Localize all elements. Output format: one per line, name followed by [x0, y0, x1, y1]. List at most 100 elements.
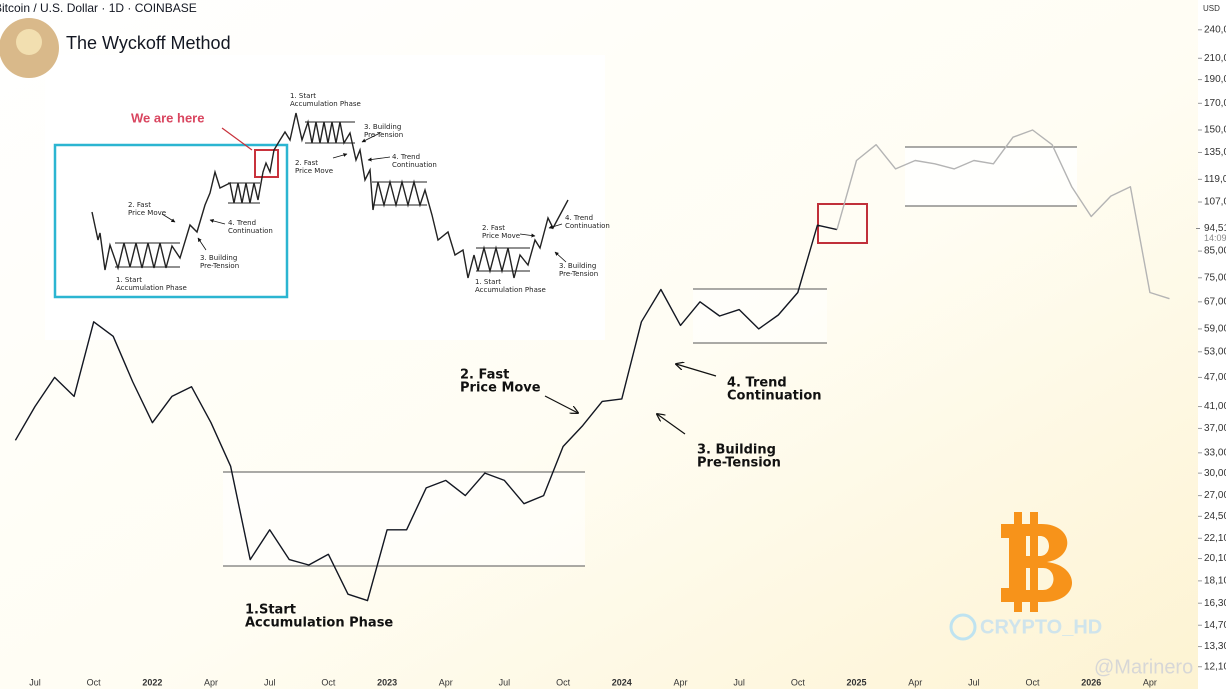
x-tick-label: Jul — [264, 677, 276, 687]
inset-label: 2. Fast — [128, 201, 151, 209]
x-tick-label: Jul — [968, 677, 980, 687]
symbol-header: Bitcoin / U.S. Dollar · 1D · COINBASE — [0, 1, 197, 15]
inset-label: 3. Building — [559, 262, 596, 270]
y-tick-label: 190,000 — [1204, 74, 1226, 85]
y-tick-label: 210,000 — [1204, 53, 1226, 64]
price-line — [14, 224, 838, 602]
watermark: CRYPTO_HD — [980, 616, 1102, 638]
x-tick-label: Oct — [1026, 677, 1041, 687]
y-tick-label: 47,000 — [1204, 372, 1226, 383]
x-tick-label: Oct — [556, 677, 571, 687]
y-tick-label: 22,100 — [1204, 533, 1226, 544]
y-tick-label: 20,100 — [1204, 553, 1226, 564]
inset-marker: We are here — [131, 110, 204, 125]
inset-label: Price Move — [295, 167, 333, 175]
inset-label: 4. Trend — [392, 153, 420, 161]
x-tick-label: Apr — [908, 677, 922, 687]
x-tick-label: Oct — [321, 677, 336, 687]
y-tick-label: 107,000 — [1204, 197, 1226, 208]
inset-bands — [115, 121, 530, 272]
bitcoin-logo — [1001, 512, 1073, 612]
inset-label: Price Move — [482, 232, 520, 240]
inset-label: 1. Start — [290, 92, 316, 100]
y-tick-label: 37,000 — [1204, 423, 1226, 434]
inset-label: Accumulation Phase — [290, 100, 361, 108]
annotation: Price Move — [460, 381, 541, 396]
inset-label: Pre-Tension — [559, 270, 598, 278]
last-price-label: 94,510 — [1204, 223, 1226, 234]
annotation: Accumulation Phase — [245, 616, 393, 631]
title: The Wyckoff Method — [66, 33, 231, 53]
inset-label: 4. Trend — [228, 219, 256, 227]
x-tick-label: Apr — [204, 677, 218, 687]
axis-unit: USD — [1203, 4, 1220, 13]
inset-label: 3. Building — [200, 254, 237, 262]
range-box — [905, 147, 1077, 206]
y-tick-label: 240,000 — [1204, 24, 1226, 35]
y-tick-label: 30,000 — [1204, 468, 1226, 479]
range-box — [223, 472, 585, 566]
y-tick-label: 170,000 — [1204, 98, 1226, 109]
x-tick-label: Jul — [733, 677, 745, 687]
inset-arrows — [161, 132, 567, 263]
y-tick-label: 13,300 — [1204, 641, 1226, 652]
y-tick-label: 59,000 — [1204, 324, 1226, 335]
arrow — [544, 395, 578, 413]
inset-label: 4. Trend — [565, 214, 593, 222]
x-tick-label: 2026 — [1081, 677, 1101, 687]
y-tick-label: 18,100 — [1204, 576, 1226, 587]
y-tick-label: 12,100 — [1204, 661, 1226, 672]
arrow — [676, 364, 717, 377]
arrow — [657, 414, 686, 435]
inset-label: 2. Fast — [295, 159, 318, 167]
watermark: @Marinero — [1094, 656, 1193, 678]
y-tick-label: 119,000 — [1204, 174, 1226, 185]
y-tick-label: 135,000 — [1204, 147, 1226, 158]
watermark-icon — [949, 613, 977, 641]
y-tick-label: 150,000 — [1204, 125, 1226, 136]
inset-panel — [45, 55, 605, 340]
inset-arrow — [221, 127, 253, 151]
annotation: 1.Start — [245, 603, 296, 618]
x-tick-label: 2022 — [142, 677, 162, 687]
x-tick-label: Jul — [499, 677, 511, 687]
x-tick-label: Apr — [1143, 677, 1157, 687]
inset-label: 1. Start — [475, 278, 501, 286]
inset-label: Continuation — [392, 161, 437, 169]
y-tick-label: 75,000 — [1204, 272, 1226, 283]
y-tick-label: 85,000 — [1204, 246, 1226, 257]
inset-highlight — [53, 143, 289, 299]
x-tick-label: Oct — [87, 677, 102, 687]
x-tick-label: 2024 — [612, 677, 632, 687]
inset-label: Accumulation Phase — [116, 284, 187, 292]
y-tick-label: 27,000 — [1204, 490, 1226, 501]
inset-label: Price Move — [128, 209, 166, 217]
x-tick-label: Jul — [29, 677, 41, 687]
inset-label: Accumulation Phase — [475, 286, 546, 294]
countdown: 14:09 — [1204, 233, 1226, 243]
annotation: 4. Trend — [727, 376, 787, 391]
chart-layers — [0, 18, 1077, 641]
inset-label: Pre-Tension — [364, 131, 403, 139]
inset-label: Continuation — [565, 222, 610, 230]
annotation: Pre-Tension — [697, 456, 781, 471]
annotation: 2. Fast — [460, 368, 509, 383]
inset-label: 1. Start — [116, 276, 142, 284]
y-tick-label: 41,000 — [1204, 401, 1226, 412]
x-tick-label: 2023 — [377, 677, 397, 687]
x-tick-label: Apr — [673, 677, 687, 687]
y-tick-label: 53,000 — [1204, 346, 1226, 357]
y-tick-label: 33,000 — [1204, 447, 1226, 458]
range-box — [693, 289, 827, 343]
annotation: Continuation — [727, 389, 822, 404]
current-box — [817, 203, 868, 244]
y-tick-label: 24,500 — [1204, 511, 1226, 522]
y-tick-label: 67,000 — [1204, 296, 1226, 307]
y-tick-label: 16,300 — [1204, 598, 1226, 609]
x-tick-label: Oct — [791, 677, 806, 687]
x-tick-label: 2025 — [847, 677, 867, 687]
inset-here-box — [254, 149, 279, 178]
inset-label: Continuation — [228, 227, 273, 235]
